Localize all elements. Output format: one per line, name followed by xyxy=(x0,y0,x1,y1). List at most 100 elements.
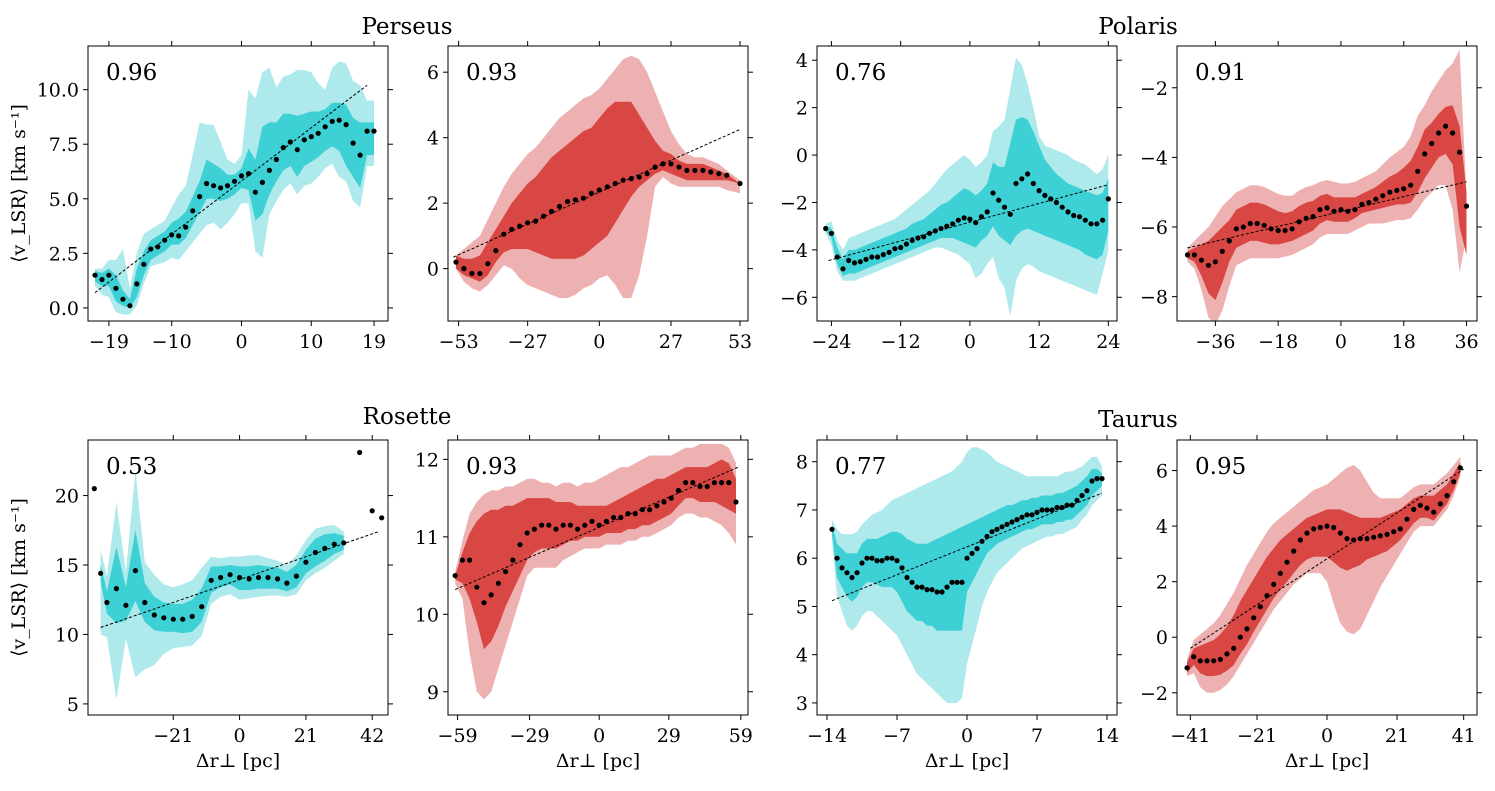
x-axis-label: Δr⊥ [pc] xyxy=(556,750,640,772)
data-point xyxy=(588,190,595,196)
x-tick-label: 14 xyxy=(1095,725,1119,747)
data-point xyxy=(1352,207,1358,213)
data-point xyxy=(1088,221,1094,227)
x-tick-label: 21 xyxy=(1385,725,1409,747)
data-point xyxy=(660,161,666,167)
data-point xyxy=(546,522,552,528)
x-tick-label: 0 xyxy=(961,725,973,747)
data-point xyxy=(287,139,293,145)
data-point xyxy=(1303,215,1309,221)
y-tick-label: −8 xyxy=(1140,287,1168,309)
y-tick-label: −2 xyxy=(1140,78,1168,100)
data-point xyxy=(1094,221,1100,227)
data-point xyxy=(1014,517,1020,523)
data-point xyxy=(863,256,869,262)
panel-rosette-2: −59 −29 0 29 59 9 10 11 12 0.93 Δr⊥ [pc] xyxy=(415,435,753,772)
y-tick-label: 7 xyxy=(796,500,808,522)
data-point xyxy=(1311,526,1317,532)
data-point xyxy=(652,164,658,170)
region-title-rosette: Rosette xyxy=(363,404,452,430)
data-point xyxy=(854,570,860,576)
data-point xyxy=(1457,465,1463,471)
data-point xyxy=(524,530,530,536)
data-point xyxy=(683,480,689,486)
data-point xyxy=(1044,507,1050,513)
data-point xyxy=(1296,219,1302,225)
data-point xyxy=(488,592,494,598)
data-point xyxy=(1211,658,1217,664)
y-tick-label: 6 xyxy=(1156,461,1168,483)
data-point xyxy=(259,179,265,185)
correlation-label: 0.53 xyxy=(106,454,157,480)
data-point xyxy=(280,144,286,151)
region-title-taurus: Taurus xyxy=(1098,407,1178,433)
data-point xyxy=(161,615,167,621)
x-tick-label: −53 xyxy=(439,331,479,353)
data-point xyxy=(875,254,881,260)
data-point xyxy=(898,244,904,251)
x-axis-label: Δr⊥ [pc] xyxy=(196,750,280,772)
x-tick-label: 29 xyxy=(657,725,681,747)
data-point xyxy=(1064,502,1070,508)
data-point xyxy=(726,480,732,486)
data-point xyxy=(369,508,375,514)
data-point xyxy=(964,555,970,561)
data-point xyxy=(1019,514,1025,520)
x-tick-label: 53 xyxy=(728,331,752,353)
fit-line xyxy=(1190,468,1464,649)
data-point xyxy=(1004,521,1010,528)
panel-perseus-2: −53 −27 0 27 53 0 2 4 6 0.93 xyxy=(427,41,753,353)
data-point xyxy=(1337,530,1343,536)
data-point xyxy=(874,558,880,564)
data-point xyxy=(611,514,617,521)
data-point xyxy=(151,612,157,618)
data-point xyxy=(969,550,975,557)
x-tick-label: 0 xyxy=(593,331,605,353)
data-point xyxy=(246,576,252,582)
data-point xyxy=(1049,507,1055,513)
data-point xyxy=(199,604,205,610)
data-point xyxy=(909,237,915,243)
data-point xyxy=(647,507,653,513)
correlation-label: 0.76 xyxy=(835,60,886,86)
y-tick-label: −4 xyxy=(1140,147,1168,169)
inner-band xyxy=(832,468,1102,631)
x-tick-label: −41 xyxy=(1170,725,1210,747)
data-point xyxy=(1042,192,1048,198)
data-point xyxy=(661,499,667,505)
data-point xyxy=(197,194,203,200)
data-point xyxy=(294,147,300,153)
data-point xyxy=(636,174,642,180)
data-point xyxy=(823,225,829,232)
data-point xyxy=(961,215,967,221)
data-point xyxy=(1417,502,1423,508)
x-tick-label: 0 xyxy=(234,725,246,747)
data-point xyxy=(1191,252,1197,258)
data-point xyxy=(350,140,356,146)
plot-area xyxy=(1184,49,1470,321)
data-point xyxy=(999,524,1005,530)
data-point xyxy=(92,272,98,278)
data-point xyxy=(134,281,140,287)
data-point xyxy=(127,303,133,309)
data-point xyxy=(1304,530,1310,536)
data-point xyxy=(1437,501,1443,507)
data-point xyxy=(469,270,475,277)
x-tick-label: 0 xyxy=(964,331,976,353)
data-point xyxy=(1364,536,1370,542)
data-point xyxy=(1205,262,1211,268)
data-point xyxy=(1391,529,1397,535)
correlation-label: 0.93 xyxy=(466,454,517,480)
data-point xyxy=(603,518,610,524)
axes-frame xyxy=(816,45,1118,322)
data-point xyxy=(884,555,890,561)
x-tick-label: 27 xyxy=(659,331,683,353)
data-point xyxy=(1069,502,1075,508)
data-point xyxy=(572,197,579,203)
data-point xyxy=(1345,208,1351,214)
data-point xyxy=(301,137,307,143)
data-point xyxy=(1422,151,1428,157)
data-point xyxy=(924,587,930,593)
x-tick-label: 0 xyxy=(1321,725,1333,747)
data-point xyxy=(846,257,852,264)
